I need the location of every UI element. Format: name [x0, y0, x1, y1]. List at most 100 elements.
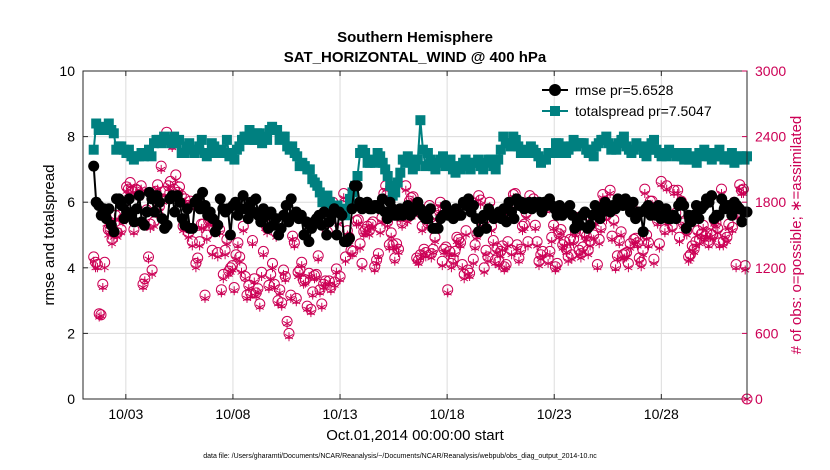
rmse-point: [154, 196, 165, 208]
obs-assimilated-point: [669, 189, 679, 198]
totalspread-point: [412, 154, 423, 165]
obs-assimilated-point: [731, 263, 741, 273]
rmse-point: [346, 203, 358, 215]
obs-assimilated-point: [421, 252, 430, 262]
obs-assimilated-point: [503, 241, 513, 251]
rmse-point: [736, 216, 748, 228]
obs-assimilated-point: [443, 288, 452, 298]
totalspread-point: [244, 125, 255, 135]
rmse-point: [303, 236, 315, 248]
obs-assimilated-point: [531, 223, 540, 233]
obs-assimilated-point: [560, 241, 569, 251]
obs-assimilated-point: [290, 241, 299, 251]
obs-assimilated-point: [638, 250, 648, 260]
obs-assimilated-point: [266, 274, 275, 284]
obs-assimilated-point: [129, 228, 139, 238]
totalspread-point: [601, 131, 612, 142]
totalspread-point: [726, 148, 737, 158]
obs-assimilated-point: [713, 228, 722, 238]
rmse-point: [468, 200, 479, 211]
totalspread-point: [390, 187, 401, 198]
obs-assimilated-point: [372, 258, 381, 268]
totalspread-point: [455, 164, 466, 175]
obs-assimilated-point: [275, 288, 284, 298]
obs-assimilated-point: [96, 311, 106, 321]
obs-assimilated-point: [281, 275, 290, 285]
totalspread-point: [146, 151, 157, 162]
totalspread-point: [347, 187, 358, 198]
obs-assimilated-point: [536, 254, 545, 264]
totalspread-point: [541, 154, 551, 165]
obs-assimilated-point: [193, 256, 202, 266]
rmse-point: [88, 160, 100, 172]
axis-layer: 10/03 10/08 10/13 10/18 10/23 10/28 0 2 4 6 8 10 0 60…: [59, 63, 786, 422]
obs-assimilated-point: [264, 284, 274, 294]
obs-assimilated-point: [458, 263, 467, 273]
totalspread-point: [249, 134, 260, 145]
obs-assimilated-point: [270, 283, 279, 292]
obs-assimilated-point: [241, 274, 250, 284]
obs-assimilated-point: [616, 230, 626, 240]
obs-assimilated-point: [494, 261, 503, 271]
obs-assimilated-point: [728, 226, 737, 236]
obs-assimilated-point: [480, 267, 489, 277]
obs-assimilated-point: [295, 269, 305, 279]
chart-title-line-1: Southern Hemisphere: [337, 29, 493, 46]
totalspread-point: [636, 141, 647, 152]
obs-assimilated-point: [197, 223, 206, 233]
obs-assimilated-point: [306, 308, 316, 318]
obs-assimilated-point: [284, 332, 294, 342]
totalspread-point: [144, 144, 154, 155]
totalspread-point: [493, 154, 504, 165]
obs-assimilated-point: [576, 253, 586, 263]
legend-totalspread-label: totalspread pr=7.5047: [575, 103, 712, 119]
obs-assimilated-point: [248, 239, 257, 249]
obs-assimilated-point: [624, 263, 633, 273]
obs-assimilated-point: [547, 237, 556, 247]
obs-assimilated-point: [253, 287, 263, 297]
obs-assimilated-point: [556, 228, 566, 238]
y-tick-label-left: 10: [59, 63, 75, 79]
totalspread-point: [254, 128, 265, 139]
legend: rmse pr=5.6528 totalspread pr=7.5047: [542, 82, 712, 119]
obs-assimilated-point: [522, 213, 531, 222]
rmse-point: [584, 219, 596, 231]
totalspread-point: [88, 144, 99, 155]
obs-assimilated-point: [195, 241, 204, 251]
obs-assimilated-point: [695, 239, 704, 249]
obs-assimilated-point: [303, 304, 312, 314]
totalspread-point: [410, 161, 421, 172]
rmse-point: [149, 206, 160, 218]
obs-assimilated-point: [567, 254, 576, 264]
obs-assimilated-point: [228, 265, 237, 275]
obs-assimilated-point: [259, 250, 268, 260]
rmse-point: [187, 222, 198, 234]
obs-assimilated-point: [202, 234, 211, 244]
obs-assimilated-point: [668, 226, 677, 236]
rmse-point: [138, 219, 150, 231]
rmse-point: [181, 203, 193, 215]
obs-assimilated-point: [157, 164, 166, 174]
obs-assimilated-point: [368, 221, 378, 231]
totalspread-point: [478, 164, 489, 175]
totalspread-point: [495, 144, 506, 155]
obs-assimilated-point: [355, 243, 365, 253]
rmse-point: [103, 203, 115, 215]
totalspread-point: [415, 115, 426, 126]
totalspread-point: [505, 141, 516, 152]
obs-assimilated-point: [611, 264, 620, 274]
obs-assimilated-point: [93, 263, 102, 273]
obs-assimilated-point: [584, 250, 593, 260]
y-axis-label-left: rmse and totalspread: [41, 165, 58, 306]
rmse-point: [706, 190, 718, 202]
obs-assimilated-point: [622, 252, 631, 262]
obs-assimilated-point: [237, 267, 246, 277]
totalspread-point: [711, 151, 722, 162]
totalspread-point: [485, 154, 496, 165]
obs-assimilated-point: [449, 258, 458, 268]
rmse-point: [508, 213, 520, 225]
obs-assimilated-point: [737, 189, 746, 198]
obs-assimilated-point: [401, 185, 410, 195]
obs-assimilated-point: [615, 239, 624, 249]
